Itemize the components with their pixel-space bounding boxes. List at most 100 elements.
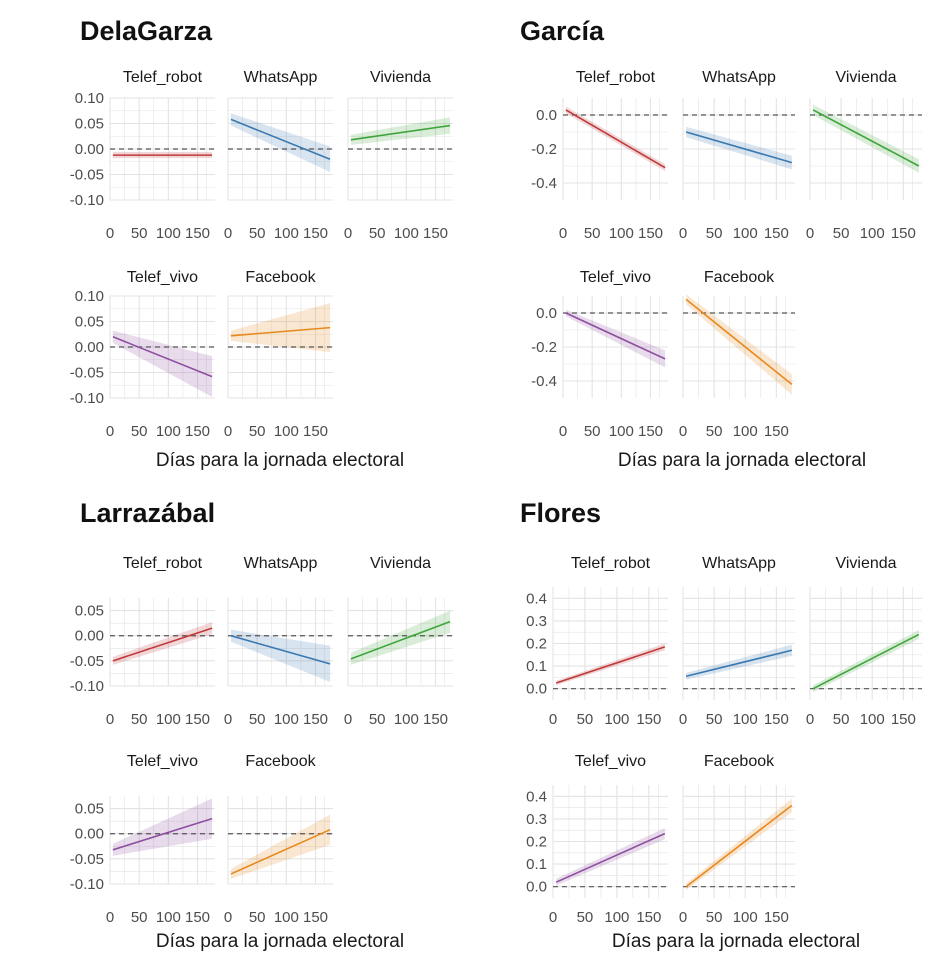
x-tick-label: 50 [131, 909, 148, 926]
facet-label: Vivienda [835, 555, 896, 572]
y-tick-label: 0.1 [526, 658, 547, 675]
x-tick-label: 0 [344, 711, 352, 728]
x-tick-label: 150 [891, 711, 916, 728]
x-tick-label: 100 [394, 711, 419, 728]
x-axis-label: Días para la jornada electoral [156, 450, 404, 471]
x-tick-label: 0 [679, 909, 687, 926]
x-tick-label: 150 [185, 225, 210, 242]
y-tick-label: -0.05 [70, 365, 104, 382]
y-tick-label: 0.05 [75, 116, 104, 133]
y-tick-label: -0.05 [70, 653, 104, 670]
x-tick-label: 150 [185, 423, 210, 440]
y-tick-label: 0.2 [526, 834, 547, 851]
trend-line [685, 298, 793, 386]
y-tick-label: -0.4 [531, 373, 557, 390]
y-tick-label: 0.10 [75, 288, 104, 305]
trend-line [112, 817, 213, 851]
x-tick-label: 50 [706, 225, 723, 242]
y-tick-label: 0.10 [75, 90, 104, 107]
x-tick-label: 150 [638, 225, 663, 242]
x-tick-label: 100 [274, 225, 299, 242]
facet-telef-vivo: Telef_vivo -0.4 -0.2 0.0 0 50 100 150 [531, 269, 668, 440]
x-tick-label: 100 [609, 225, 634, 242]
y-tick-label: 0.4 [526, 788, 547, 805]
y-tick-label: 0.05 [75, 801, 104, 818]
x-tick-label: 0 [679, 225, 687, 242]
x-axis-label: Días para la jornada electoral [618, 450, 866, 471]
x-axis-label: Días para la jornada electoral [156, 931, 404, 952]
x-tick-label: 150 [636, 711, 661, 728]
x-tick-label: 50 [131, 225, 148, 242]
trend-line [230, 634, 331, 665]
y-tick-label: -0.10 [70, 876, 104, 893]
trend-line [565, 312, 666, 360]
confidence-band [686, 126, 792, 170]
x-tick-label: 150 [303, 711, 328, 728]
x-tick-label: 0 [344, 225, 352, 242]
x-tick-label: 100 [733, 225, 758, 242]
x-tick-label: 50 [249, 711, 266, 728]
x-tick-label: 0 [549, 909, 557, 926]
facet-telef-robot: Telef_robot 0.0 0.1 0.2 0.3 0.4 0 50 100 150 [526, 555, 668, 728]
y-tick-label: 0.3 [526, 613, 547, 630]
confidence-band [230, 303, 331, 353]
x-tick-label: 50 [833, 711, 850, 728]
x-tick-label: 150 [764, 909, 789, 926]
x-tick-label: 50 [131, 423, 148, 440]
x-tick-label: 0 [224, 423, 232, 440]
trend-line [555, 832, 666, 883]
x-tick-label: 100 [733, 423, 758, 440]
x-tick-label: 50 [833, 225, 850, 242]
x-tick-label: 150 [185, 711, 210, 728]
confidence-band [230, 113, 331, 172]
x-tick-label: 0 [679, 711, 687, 728]
x-tick-label: 150 [764, 423, 789, 440]
trend-line [685, 649, 793, 678]
x-tick-label: 150 [185, 909, 210, 926]
y-tick-label: 0.00 [75, 826, 104, 843]
chart-title: Larrazábal [80, 498, 215, 528]
x-tick-label: 100 [604, 909, 629, 926]
facet-label: Telef_vivo [580, 269, 651, 286]
y-tick-label: 0.0 [526, 681, 547, 698]
facet-label: Telef_robot [571, 555, 651, 572]
x-tick-label: 50 [369, 711, 386, 728]
x-tick-label: 0 [106, 711, 114, 728]
x-tick-label: 150 [423, 711, 448, 728]
facet-label: WhatsApp [702, 555, 776, 572]
y-tick-label: 0.2 [526, 636, 547, 653]
x-tick-label: 50 [577, 909, 594, 926]
x-tick-label: 150 [638, 423, 663, 440]
x-tick-label: 0 [106, 423, 114, 440]
x-tick-label: 50 [706, 909, 723, 926]
x-tick-label: 100 [394, 225, 419, 242]
facet-label: WhatsApp [244, 69, 318, 86]
trend-line [350, 620, 451, 660]
x-tick-label: 100 [156, 423, 181, 440]
confidence-band [112, 622, 213, 665]
x-tick-label: 150 [636, 909, 661, 926]
facet-label: Facebook [245, 753, 316, 770]
trend-line [230, 118, 331, 160]
x-tick-label: 0 [549, 711, 557, 728]
chart-garcia: García Días para la jornada electoral Tele… [520, 16, 922, 471]
trend-line [350, 124, 451, 141]
trend-line [555, 646, 666, 684]
x-tick-label: 100 [274, 711, 299, 728]
x-tick-label: 50 [131, 711, 148, 728]
y-tick-label: 0.00 [75, 141, 104, 158]
x-tick-label: 0 [559, 225, 567, 242]
y-tick-label: -0.10 [70, 390, 104, 407]
x-tick-label: 100 [156, 225, 181, 242]
facet-label: Telef_vivo [127, 269, 198, 286]
y-tick-label: 0.0 [536, 107, 557, 124]
x-tick-label: 100 [156, 711, 181, 728]
x-tick-label: 0 [106, 225, 114, 242]
x-tick-label: 150 [423, 225, 448, 242]
facet-label: WhatsApp [702, 69, 776, 86]
